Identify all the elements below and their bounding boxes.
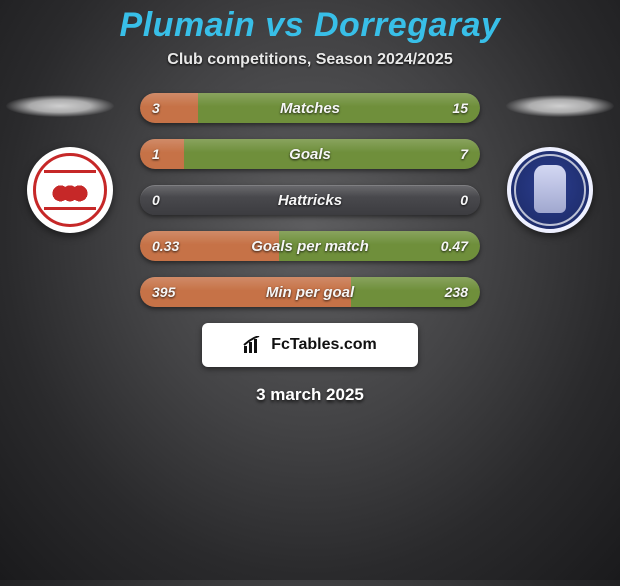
stat-label: Hattricks <box>140 185 480 215</box>
stat-bar: 00Hattricks <box>140 185 480 215</box>
subtitle: Club competitions, Season 2024/2025 <box>0 51 620 69</box>
stat-bar: 17Goals <box>140 139 480 169</box>
stat-label: Goals per match <box>140 231 480 261</box>
comparison-stage: 315Matches 17Goals 00Hattricks 0.330.47Goal… <box>0 87 620 307</box>
crest-right <box>507 147 593 233</box>
stat-bar: 315Matches <box>140 93 480 123</box>
player-shadow-left <box>6 95 114 117</box>
page-title: Plumain vs Dorregaray <box>0 6 620 45</box>
stat-label: Min per goal <box>140 277 480 307</box>
player-shadow-right <box>506 95 614 117</box>
stat-label: Goals <box>140 139 480 169</box>
chart-icon <box>243 336 265 354</box>
club-badge-right <box>500 147 600 233</box>
date-label: 3 march 2025 <box>0 385 620 405</box>
stat-bars: 315Matches 17Goals 00Hattricks 0.330.47Goal… <box>140 87 480 307</box>
crest-left <box>27 147 113 233</box>
stat-bar: 0.330.47Goals per match <box>140 231 480 261</box>
club-badge-left <box>20 147 120 233</box>
attribution-text: FcTables.com <box>271 336 377 354</box>
stat-label: Matches <box>140 93 480 123</box>
stat-bar: 395238Min per goal <box>140 277 480 307</box>
attribution-badge: FcTables.com <box>202 323 418 367</box>
